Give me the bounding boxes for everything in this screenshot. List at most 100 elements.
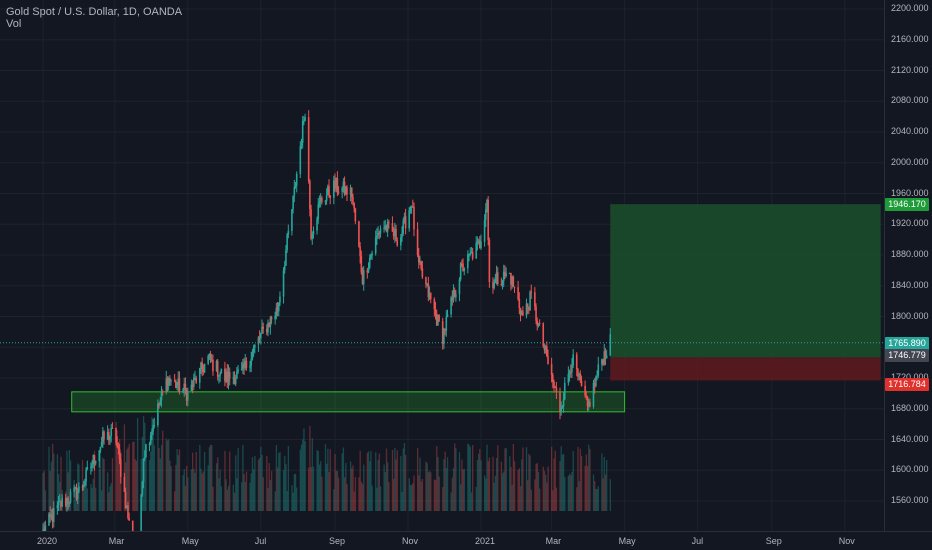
candle-body	[580, 380, 583, 386]
volume-bar	[378, 453, 380, 511]
volume-bar	[86, 488, 88, 511]
price-tag-value: 1946.170	[888, 199, 926, 210]
volume-bar	[91, 487, 93, 511]
candle-body	[500, 284, 503, 286]
time-tick-label: Mar	[108, 536, 125, 546]
volume-bar	[578, 481, 580, 511]
candle-body	[400, 237, 402, 246]
volume-bar	[166, 440, 169, 511]
candle-body	[84, 481, 86, 486]
volume-bar	[115, 421, 117, 511]
volume-bar	[251, 457, 254, 511]
volume-bar	[217, 457, 219, 511]
volume-bar	[56, 454, 59, 511]
volume-bar	[442, 487, 444, 511]
candle-body	[602, 359, 604, 365]
volume-bar	[233, 492, 236, 511]
volume-bar	[77, 463, 79, 511]
volume-bar	[49, 471, 51, 511]
volume-bar	[107, 472, 109, 511]
volume-bar	[476, 459, 479, 511]
time-tick-label: 2021	[475, 536, 496, 546]
candle-body	[198, 368, 201, 383]
volume-bar	[410, 485, 413, 511]
price-chart[interactable]	[0, 0, 884, 531]
volume-bar	[596, 489, 598, 511]
volume-indicator-label[interactable]: Vol	[6, 18, 22, 30]
candle-body	[93, 455, 96, 464]
volume-bar	[403, 443, 406, 511]
candle-body	[366, 270, 369, 273]
volume-bar	[571, 471, 573, 511]
candle-body	[177, 378, 180, 386]
candle-body	[384, 225, 387, 228]
candle-body	[103, 431, 105, 440]
volume-bar	[144, 422, 146, 511]
candle-body	[276, 307, 279, 312]
volume-bar	[580, 455, 583, 511]
symbol-title[interactable]: Gold Spot / U.S. Dollar, 1D, OANDA	[6, 6, 183, 18]
candle-body	[508, 273, 511, 275]
price-tick-label: 2000.000	[891, 156, 929, 167]
candle-body	[379, 228, 382, 234]
volume-bar	[545, 474, 547, 511]
candle-body	[169, 377, 171, 381]
candle-body	[108, 432, 110, 441]
candle-body	[359, 246, 361, 257]
candle-body	[161, 391, 164, 393]
chart-area[interactable]: Gold Spot / U.S. Dollar, 1D, OANDA Vol	[0, 0, 884, 531]
volume-bar	[346, 483, 348, 511]
candle-body	[216, 361, 219, 377]
price-tick-label: 1960.000	[891, 187, 929, 198]
volume-bar	[366, 452, 369, 511]
volume-bar	[495, 457, 498, 511]
candle-body	[546, 346, 548, 357]
volume-bar	[345, 462, 347, 511]
candle-body	[401, 233, 403, 238]
candle-body	[343, 181, 346, 195]
candle-body	[446, 314, 449, 318]
volume-bar	[408, 478, 410, 511]
volume-bar	[353, 491, 355, 511]
candle-body	[526, 303, 529, 307]
candle-body	[605, 355, 608, 359]
candle-body	[243, 363, 245, 368]
volume-bar	[395, 459, 397, 511]
candle-body	[293, 186, 296, 196]
volume-bar	[209, 444, 212, 511]
price-axis[interactable]: 2200.000 2160.000 2120.000 2080.000 2040.000…	[884, 0, 932, 531]
candle-body	[195, 378, 197, 383]
volume-bar	[132, 441, 134, 511]
candle-body	[224, 368, 226, 382]
volume-bar	[299, 449, 301, 511]
candle-body	[283, 265, 286, 271]
volume-bar	[194, 472, 196, 511]
candle-body	[394, 229, 396, 237]
candle-body	[496, 272, 499, 285]
volume-bar	[226, 489, 228, 511]
volume-bar	[102, 457, 104, 511]
volume-bar	[311, 438, 313, 511]
volume-bar	[303, 428, 305, 511]
volume-bar	[302, 439, 304, 511]
volume-bar	[455, 448, 457, 511]
volume-bar	[343, 477, 346, 511]
volume-bar	[519, 486, 522, 511]
price-tag-value: 1716.784	[888, 379, 926, 390]
candle-body	[495, 272, 498, 278]
candle-body	[52, 507, 55, 522]
candle-body	[480, 241, 482, 249]
volume-bar	[458, 452, 461, 511]
volume-bar	[413, 475, 415, 511]
volume-bar	[127, 447, 129, 511]
candle-body	[567, 373, 570, 383]
volume-bar	[225, 479, 227, 511]
volume-bar	[377, 459, 379, 511]
candle-body	[529, 291, 531, 311]
candle-body	[568, 371, 571, 374]
volume-bar	[592, 474, 595, 511]
candle-body	[252, 347, 255, 353]
volume-bar	[572, 450, 574, 511]
candle-body	[358, 221, 360, 247]
time-axis[interactable]: 2020 Mar May Jul Sep Nov 2021 Mar May Jul Sep Nov	[0, 531, 932, 550]
